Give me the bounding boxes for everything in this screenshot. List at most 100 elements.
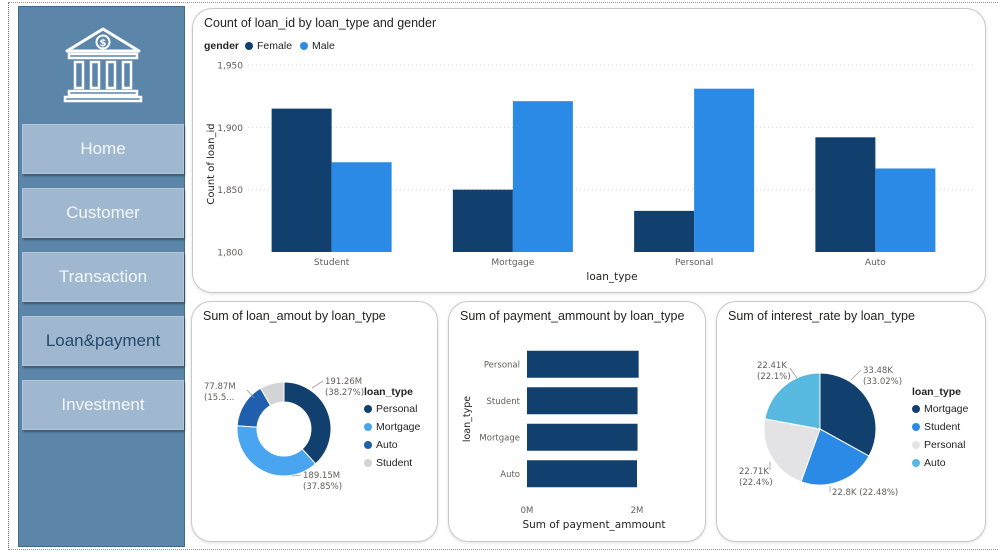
y-axis-label: loan_type [462, 396, 473, 442]
data-label-value: 22.41K [757, 361, 787, 371]
y-tick-label: 1,900 [217, 124, 243, 134]
pie-slice-auto[interactable] [764, 372, 821, 430]
data-label-percent: (22.4%) [739, 478, 773, 488]
loan-count-chart-card[interactable]: Count of loan_id by loan_type and gender… [192, 8, 986, 293]
column-chart-svg: Count of loan_id loan_type 1,800 1,850 1,9… [206, 62, 973, 283]
loan-type-legend: loan_type Personal Mortgage Auto Student [364, 386, 420, 469]
data-label-percent: (38.27%) [325, 388, 364, 398]
bar-female-student[interactable] [271, 108, 332, 252]
legend-item[interactable]: Personal [912, 439, 968, 451]
legend-label: Personal [924, 439, 966, 451]
chart-title: Count of loan_id by loan_type and gender [204, 16, 437, 30]
pie-slice-student[interactable] [800, 428, 870, 486]
leader-line [291, 474, 302, 477]
legend-swatch [364, 459, 372, 467]
y-tick-label: 1,800 [217, 249, 243, 259]
legend-swatch [364, 441, 372, 449]
legend-male-swatch [300, 42, 309, 50]
leader-line [311, 380, 324, 389]
bar-female-auto[interactable] [815, 137, 876, 252]
y-tick-label: Auto [500, 470, 520, 480]
legend-item[interactable]: Mortgage [912, 403, 968, 415]
leader-line [789, 367, 798, 379]
pie-slice-mortgage[interactable] [819, 372, 877, 457]
x-tick-label: 0M [521, 506, 534, 516]
payment-amount-bar-card[interactable]: Sum of payment_ammount by loan_type loan… [448, 301, 706, 542]
legend-label: Personal [376, 403, 418, 415]
x-tick-label: Auto [865, 258, 886, 268]
x-tick-label: Mortgage [491, 258, 534, 268]
bar-mortgage[interactable] [527, 423, 638, 451]
legend-male-label[interactable]: Male [312, 40, 335, 52]
legend-swatch [364, 405, 372, 413]
bar-auto[interactable] [527, 460, 637, 488]
legend-label: Mortgage [376, 421, 421, 433]
legend-title: loan_type [912, 386, 962, 398]
donut-slice-mortgage[interactable] [236, 425, 317, 477]
legend-label: Auto [376, 439, 398, 451]
donut-slice-personal[interactable] [283, 381, 332, 465]
bar-female-mortgage[interactable] [452, 189, 513, 252]
bar-male-personal[interactable] [694, 88, 755, 252]
legend-title: gender [204, 40, 240, 52]
data-label: 22.8K (22.48%) [832, 488, 898, 498]
pie-chart-svg: 33.48K(33.02%) 22.8K (22.48%) 22.71K(22.4%… [739, 361, 902, 498]
data-label-value: 189.15M [303, 471, 340, 481]
data-label-value: 33.48K [863, 366, 893, 376]
data-label-percent: (33.02%) [863, 377, 902, 387]
chart-title: Sum of payment_ammount by loan_type [460, 309, 685, 323]
legend-label: Auto [924, 457, 946, 469]
bar-personal[interactable] [527, 350, 639, 378]
x-tick-label: Personal [675, 258, 713, 268]
legend-swatch [912, 441, 920, 449]
x-axis-label: Sum of payment_ammount [522, 519, 665, 531]
legend-swatch [912, 459, 920, 467]
chart-title: Sum of loan_amout by loan_type [203, 309, 386, 323]
gender-legend: gender Female Male [204, 40, 335, 52]
legend-female-swatch [245, 42, 254, 50]
legend-label: Mortgage [924, 403, 969, 415]
x-tick-label: 2M [631, 506, 644, 516]
legend-female-label[interactable]: Female [257, 40, 293, 52]
x-tick-label: Student [314, 258, 350, 268]
y-tick-label: Personal [484, 360, 520, 370]
leader-line [246, 389, 255, 399]
legend-item[interactable]: Student [364, 457, 420, 469]
data-label-percent: (15.5... [204, 393, 234, 403]
legend-item[interactable]: Auto [364, 439, 420, 451]
y-tick-label: Student [487, 397, 521, 407]
nav-home-button[interactable]: Home [22, 124, 184, 174]
legend-item[interactable]: Student [912, 421, 968, 433]
loan-type-legend: loan_type Mortgage Student Personal Auto [912, 386, 968, 469]
bar-male-auto[interactable] [875, 168, 936, 252]
legend-title: loan_type [364, 386, 414, 398]
legend-item[interactable]: Auto [912, 457, 968, 469]
nav-investment-button[interactable]: Investment [22, 380, 184, 430]
legend-swatch [912, 405, 920, 413]
x-axis-label: loan_type [586, 271, 637, 283]
leader-line [850, 369, 862, 381]
bar-male-student[interactable] [331, 162, 392, 252]
loan-amount-donut-card[interactable]: Sum of loan_amout by loan_type 191.26M (3… [191, 301, 438, 542]
nav-customer-button[interactable]: Customer [22, 188, 184, 238]
data-label-percent: (37.85%) [303, 482, 342, 492]
y-tick-label: 1,950 [217, 62, 243, 72]
nav-transaction-button[interactable]: Transaction [22, 252, 184, 302]
bar-male-mortgage[interactable] [512, 101, 573, 252]
donut-slice-student[interactable] [259, 381, 285, 407]
bar-student[interactable] [527, 387, 638, 415]
donut-chart-svg: 191.26M(38.27%) 189.15M(37.85%) 77.87M(15.… [204, 377, 364, 492]
legend-item[interactable]: Mortgage [364, 421, 420, 433]
legend-swatch [912, 423, 920, 431]
legend-label: Student [376, 457, 413, 469]
data-label-value: 191.26M [325, 377, 362, 387]
pie-slice-personal[interactable] [763, 418, 821, 483]
svg-text:$: $ [100, 38, 107, 49]
nav-loan-payment-button[interactable]: Loan&payment [22, 316, 184, 366]
report-frame [8, 2, 998, 550]
bar-chart-svg: loan_type Sum of payment_ammount Persona… [462, 350, 666, 531]
interest-rate-pie-card[interactable]: Sum of interest_rate by loan_type 33.48K… [716, 301, 986, 542]
legend-item[interactable]: Personal [364, 403, 420, 415]
y-axis-label: Count of loan_id [206, 123, 217, 204]
bar-female-personal[interactable] [634, 210, 695, 252]
